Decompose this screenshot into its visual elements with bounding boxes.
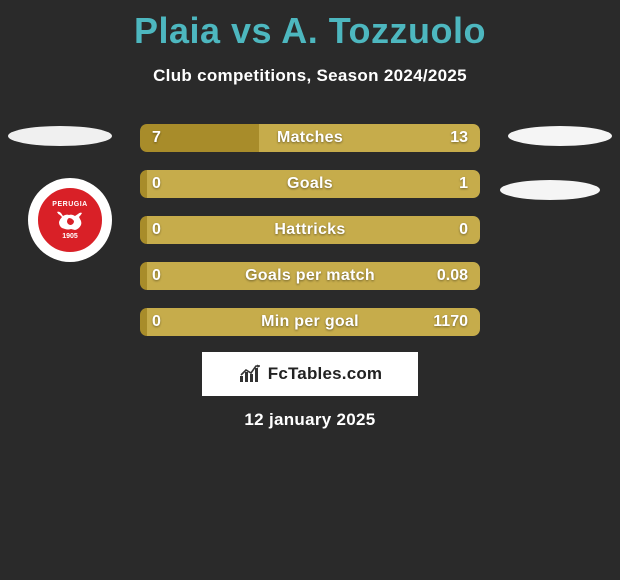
bar-left-value: 0 (152, 221, 161, 239)
perugia-top-text: PERUGIA (52, 201, 87, 208)
attribution-badge: FcTables.com (202, 352, 418, 396)
bar-left-value: 0 (152, 267, 161, 285)
bar-right-value: 0.08 (437, 267, 468, 285)
bar-segment-left (140, 262, 147, 290)
bar-right-value: 13 (450, 129, 468, 147)
bar-row: 0 1170 Min per goal (140, 308, 480, 336)
player1-flag-placeholder (8, 126, 112, 146)
bar-left-value: 0 (152, 175, 161, 193)
bar-label: Min per goal (261, 313, 359, 331)
bar-label: Hattricks (274, 221, 345, 239)
perugia-badge: PERUGIA 1905 (36, 186, 104, 254)
bar-right-value: 1170 (433, 313, 468, 331)
bar-label: Goals (287, 175, 333, 193)
griffin-icon (55, 210, 85, 232)
subtitle: Club competitions, Season 2024/2025 (0, 66, 620, 86)
bar-row: 7 13 Matches (140, 124, 480, 152)
bar-right-value: 1 (459, 175, 468, 193)
comparison-bars: 7 13 Matches 0 1 Goals 0 0 Hattricks 0 0.08 Goals p… (140, 124, 480, 354)
chart-icon (238, 364, 264, 384)
date-label: 12 january 2025 (244, 410, 375, 430)
bar-row: 0 1 Goals (140, 170, 480, 198)
bar-segment-left (140, 308, 147, 336)
bar-segment-left (140, 216, 147, 244)
bar-row: 0 0.08 Goals per match (140, 262, 480, 290)
player2-flag-placeholder (508, 126, 612, 146)
perugia-year: 1905 (62, 233, 78, 240)
player1-club-logo: PERUGIA 1905 (28, 178, 112, 262)
page-title: Plaia vs A. Tozzuolo (0, 0, 620, 52)
bar-segment-left (140, 170, 147, 198)
bar-right-value: 0 (459, 221, 468, 239)
bar-label: Matches (277, 129, 343, 147)
bar-row: 0 0 Hattricks (140, 216, 480, 244)
player2-club-placeholder (500, 180, 600, 200)
attribution-text: FcTables.com (268, 364, 383, 384)
bar-left-value: 0 (152, 313, 161, 331)
bar-left-value: 7 (152, 129, 161, 147)
bar-label: Goals per match (245, 267, 375, 285)
